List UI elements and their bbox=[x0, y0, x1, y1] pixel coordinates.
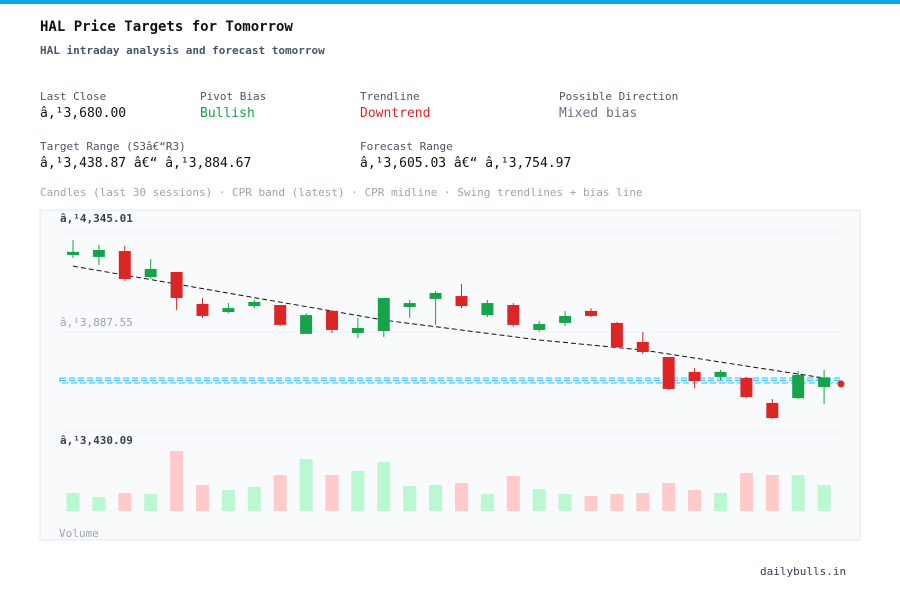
candle-body bbox=[144, 268, 157, 278]
candle-body bbox=[429, 292, 442, 299]
candle-body bbox=[326, 310, 338, 330]
candle-body bbox=[351, 327, 364, 333]
candle-body bbox=[740, 378, 753, 398]
stat-value: Bullish bbox=[200, 106, 255, 121]
volume-bar bbox=[610, 494, 624, 511]
candle-body bbox=[118, 251, 131, 280]
volume-bar bbox=[221, 490, 235, 511]
candle-body bbox=[662, 357, 675, 389]
stat-label: Last Close bbox=[40, 90, 107, 103]
candle-body bbox=[792, 374, 805, 399]
candle-body bbox=[507, 305, 520, 325]
volume-bar bbox=[325, 475, 339, 511]
volume-bar bbox=[480, 494, 494, 511]
volume-bar bbox=[765, 475, 779, 511]
candle-body bbox=[559, 315, 572, 323]
candle-body bbox=[403, 303, 416, 307]
candle-body bbox=[636, 341, 649, 353]
volume-bar bbox=[118, 493, 132, 511]
candle-body bbox=[688, 371, 701, 382]
volume-bar bbox=[196, 485, 209, 511]
volume-bar bbox=[273, 475, 287, 511]
candle-body bbox=[300, 315, 313, 334]
volume-bar bbox=[403, 486, 417, 511]
volume-bar bbox=[66, 493, 80, 511]
y-tick-label: â‚¹3,887.55 bbox=[60, 316, 133, 329]
volume-bar bbox=[584, 496, 598, 511]
stat-value: â‚¹3,680.00 bbox=[40, 106, 127, 121]
candle-body bbox=[196, 303, 209, 316]
candle-body bbox=[248, 301, 261, 307]
volume-bar bbox=[506, 476, 520, 511]
stat-label: Trendline bbox=[360, 90, 420, 103]
y-tick-label: â‚¹3,430.09 bbox=[60, 434, 133, 447]
caption: Candles (last 30 sessions) · CPR band (l… bbox=[40, 186, 643, 199]
chart-panel bbox=[39, 209, 861, 541]
candle-body bbox=[274, 305, 287, 325]
volume-bar bbox=[532, 489, 546, 511]
volume-bar bbox=[455, 483, 468, 511]
volume-bar bbox=[429, 485, 443, 511]
top-bar bbox=[0, 0, 900, 4]
candle-body bbox=[766, 402, 779, 419]
candle-body bbox=[610, 322, 623, 347]
candle-body bbox=[170, 272, 183, 299]
y-tick-label: â‚¹4,345.01 bbox=[60, 212, 133, 225]
candle-body bbox=[67, 251, 79, 255]
volume-bar bbox=[377, 462, 391, 511]
volume-bar bbox=[714, 493, 727, 511]
volume-bar bbox=[170, 451, 184, 511]
candle-body bbox=[377, 298, 390, 332]
volume-bar bbox=[791, 475, 805, 511]
subtitle: HAL intraday analysis and forecast tomor… bbox=[40, 44, 325, 57]
volume-label: Volume bbox=[59, 527, 99, 540]
candle-body bbox=[222, 308, 235, 313]
candle-body bbox=[455, 296, 468, 307]
stat-value: Downtrend bbox=[360, 106, 431, 121]
stat-label: Possible Direction bbox=[559, 90, 679, 103]
trendline bbox=[72, 265, 825, 379]
candle-body bbox=[533, 324, 546, 330]
candle-body bbox=[714, 371, 727, 377]
footer: dailybulls.in bbox=[760, 565, 847, 578]
stat-label: Forecast Range bbox=[360, 140, 453, 153]
volume-bar bbox=[739, 473, 753, 511]
volume-bar bbox=[688, 490, 702, 511]
candle-body bbox=[92, 249, 105, 257]
candle-body bbox=[481, 303, 494, 316]
title: HAL Price Targets for Tomorrow bbox=[40, 19, 293, 35]
volume-bar bbox=[662, 483, 676, 511]
volume-bar bbox=[351, 471, 365, 511]
stat-value: Mixed bias bbox=[559, 106, 638, 121]
stat-label: Pivot Bias bbox=[200, 90, 267, 103]
volume-bar bbox=[144, 494, 158, 511]
volume-bar bbox=[299, 459, 313, 511]
volume-bar bbox=[247, 487, 261, 511]
candle-body bbox=[585, 310, 597, 316]
volume-bar bbox=[636, 493, 650, 511]
volume-bar bbox=[558, 494, 572, 511]
stat-value: â‚¹3,605.03 â€“ â‚¹3,754.97 bbox=[360, 156, 572, 171]
bias-point bbox=[837, 380, 845, 388]
volume-bar bbox=[92, 497, 106, 511]
candle-body bbox=[818, 377, 831, 387]
stat-label: Target Range (S3â€“R3) bbox=[40, 140, 186, 153]
volume-bar bbox=[817, 485, 831, 511]
stat-value: â‚¹3,438.87 â€“ â‚¹3,884.67 bbox=[40, 156, 252, 171]
